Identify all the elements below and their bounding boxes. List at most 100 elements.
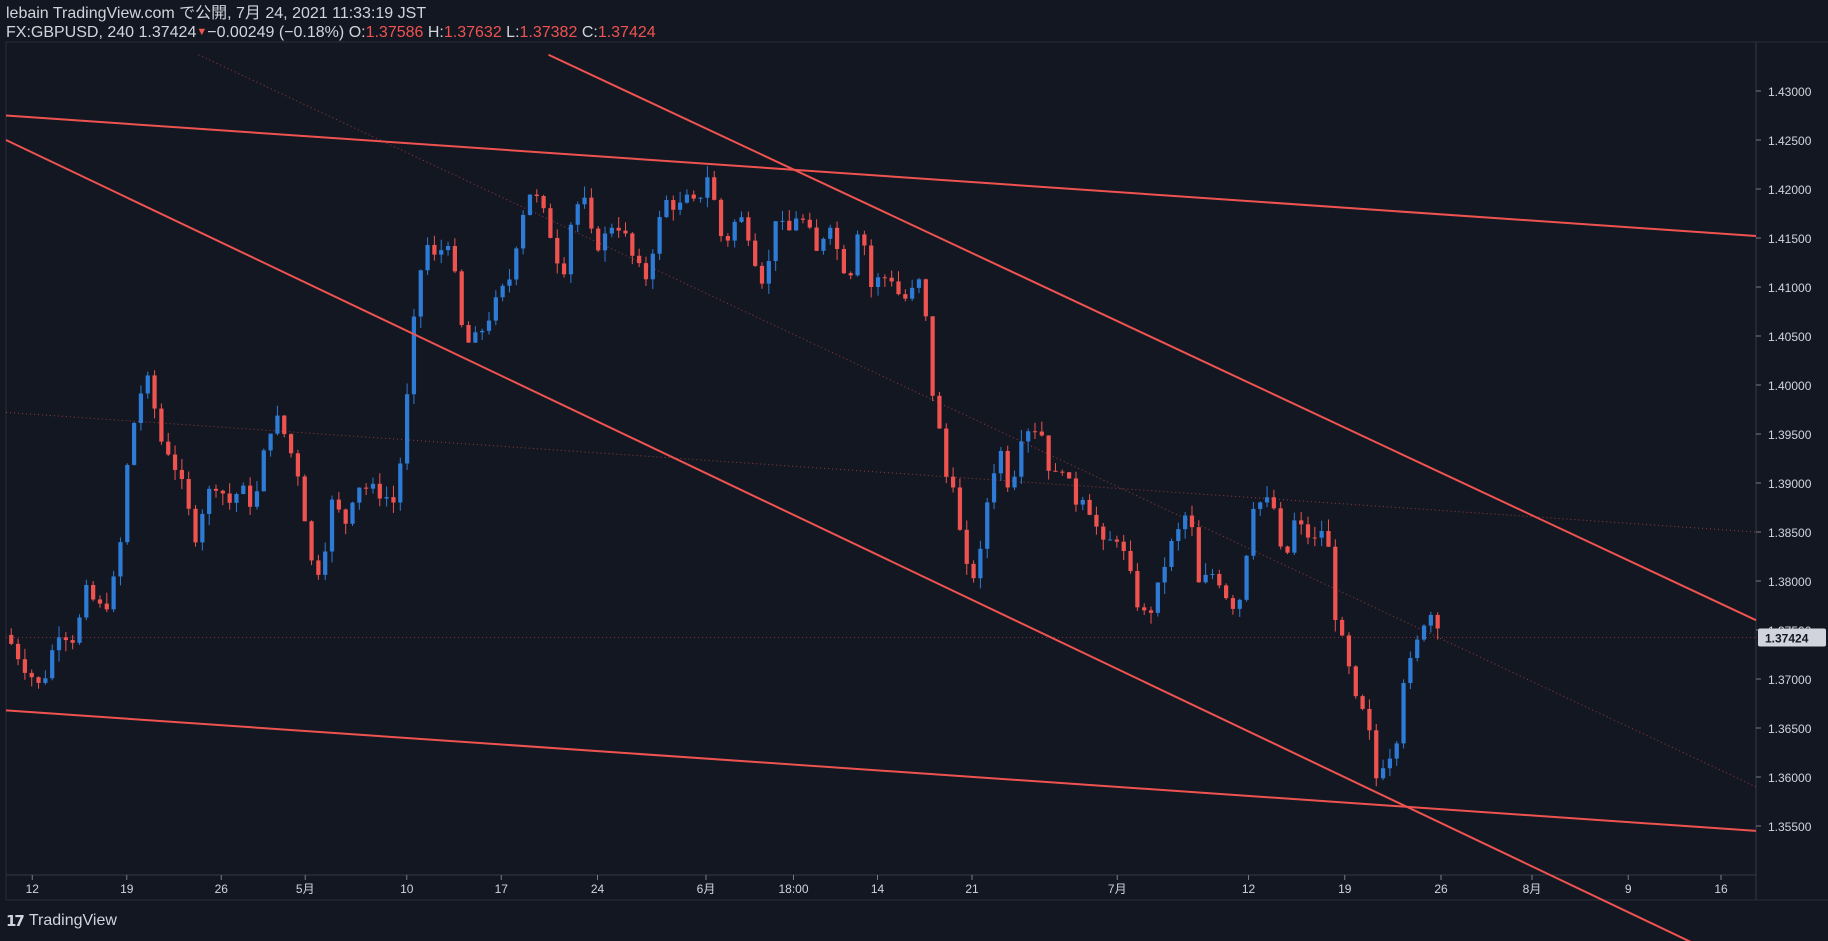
candles bbox=[9, 165, 1440, 787]
price-tick-label: 1.43000 bbox=[1768, 85, 1812, 99]
candle-body bbox=[282, 415, 287, 435]
candle-body bbox=[97, 599, 103, 604]
candle-body bbox=[991, 473, 997, 503]
time-tick-label: 7月 bbox=[1108, 882, 1127, 896]
price-tick-label: 1.40500 bbox=[1768, 330, 1812, 344]
candle-body bbox=[268, 433, 273, 451]
current-price-tag bbox=[1758, 628, 1826, 647]
candle-body bbox=[1135, 571, 1140, 608]
candle-body bbox=[1142, 607, 1147, 611]
price-tick-label: 1.41500 bbox=[1768, 232, 1812, 246]
candle-body bbox=[1299, 520, 1304, 525]
candle-body bbox=[1278, 508, 1283, 547]
candle-body bbox=[50, 650, 55, 679]
candle-body bbox=[473, 332, 478, 343]
candle-body bbox=[370, 483, 376, 489]
time-axis[interactable]: 12 19 26 5月 10 17 24 6月 18:00 14 21 7月 12 19 26 8月 9 16 bbox=[26, 875, 1728, 896]
candle-body bbox=[445, 246, 451, 251]
candle-body bbox=[821, 238, 826, 251]
candle-body bbox=[875, 277, 881, 287]
candle-body bbox=[377, 483, 382, 499]
candle-body bbox=[193, 508, 198, 543]
candle-body bbox=[971, 563, 976, 579]
candle-body bbox=[944, 428, 949, 477]
price-axis[interactable]: 1.43000 1.42500 1.42000 1.41500 1.41000 1.405… bbox=[1756, 85, 1812, 834]
candle-body bbox=[1005, 450, 1010, 488]
candle-body bbox=[596, 228, 601, 251]
candle-body bbox=[1101, 526, 1106, 540]
candle-body bbox=[1367, 708, 1372, 731]
candle-body bbox=[29, 672, 34, 678]
time-tick-label: 17 bbox=[495, 882, 509, 896]
high-value: 1.37632 bbox=[443, 24, 502, 41]
close-label: C: bbox=[581, 24, 598, 41]
candle-body bbox=[1094, 514, 1099, 527]
candle-body bbox=[166, 441, 171, 455]
time-tick-label: 26 bbox=[215, 882, 229, 896]
time-tick-label: 12 bbox=[1242, 882, 1256, 896]
candle-body bbox=[1026, 431, 1031, 442]
trendline-channel-upper bbox=[548, 53, 1757, 622]
candle-body bbox=[664, 200, 669, 218]
tradingview-logo[interactable]: 17 TradingView bbox=[6, 912, 117, 930]
candle-body bbox=[507, 279, 512, 286]
time-tick-label: 10 bbox=[400, 882, 414, 896]
candle-body bbox=[1237, 599, 1242, 609]
candle-body bbox=[1428, 614, 1433, 626]
candle-body bbox=[684, 194, 690, 203]
time-tick-label: 21 bbox=[965, 882, 979, 896]
open-value: 1.37586 bbox=[365, 24, 424, 41]
low-value: 1.37382 bbox=[519, 24, 578, 41]
candle-body bbox=[295, 453, 301, 477]
time-tick-label: 19 bbox=[120, 882, 134, 896]
candle-body bbox=[841, 249, 847, 274]
trendline-lower-support bbox=[5, 709, 1757, 832]
time-tick-label: 19 bbox=[1338, 882, 1352, 896]
candle-body bbox=[712, 177, 717, 200]
time-tick-label: 9 bbox=[1625, 882, 1632, 896]
price-tick-label: 1.39000 bbox=[1768, 477, 1812, 491]
open-label: O: bbox=[348, 24, 366, 41]
candle-body bbox=[323, 551, 328, 575]
candle-body bbox=[527, 194, 533, 215]
candle-body bbox=[302, 476, 307, 522]
low-label: L: bbox=[506, 24, 520, 41]
candle-body bbox=[1067, 472, 1072, 479]
candle-body bbox=[1176, 529, 1181, 541]
candle-body bbox=[43, 678, 48, 683]
candle-body bbox=[855, 234, 860, 276]
candle-body bbox=[131, 423, 137, 465]
candle-body bbox=[104, 603, 109, 610]
candle-body bbox=[241, 485, 246, 495]
candle-body bbox=[589, 197, 594, 229]
candle-body bbox=[630, 233, 635, 256]
current-price-label: 1.37424 bbox=[1765, 631, 1809, 645]
candle-body bbox=[1244, 555, 1249, 600]
candle-body bbox=[794, 218, 799, 231]
candle-body bbox=[1046, 435, 1051, 471]
candle-body bbox=[234, 494, 239, 503]
publisher-line: lebain TradingView.com で公開, 7月 24, 2021 … bbox=[6, 5, 427, 22]
candle-body bbox=[70, 640, 75, 643]
candle-body bbox=[1380, 768, 1386, 779]
candle-body bbox=[486, 320, 492, 331]
candle-body bbox=[930, 316, 935, 396]
candle-body bbox=[616, 227, 621, 231]
price-tick-label: 1.36500 bbox=[1768, 722, 1812, 736]
time-tick-label: 18:00 bbox=[778, 882, 808, 896]
candle-body bbox=[118, 542, 123, 577]
candle-body bbox=[418, 270, 423, 317]
trendlines[interactable] bbox=[5, 53, 1757, 941]
brand-text: TradingView bbox=[28, 912, 117, 929]
candle-body bbox=[787, 220, 792, 231]
candle-body bbox=[978, 548, 983, 579]
candle-body bbox=[937, 395, 942, 429]
candle-body bbox=[1162, 566, 1167, 583]
price-tick-label: 1.36000 bbox=[1768, 771, 1812, 785]
symbol-label: FX:GBPUSD, 240 bbox=[6, 24, 135, 41]
candle-body bbox=[152, 375, 157, 409]
candle-body bbox=[1155, 582, 1160, 613]
candle-body bbox=[848, 273, 853, 276]
candle-body bbox=[220, 490, 225, 494]
